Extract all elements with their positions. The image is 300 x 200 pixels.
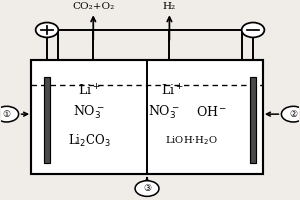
Text: LiOH·H$_2$O: LiOH·H$_2$O	[165, 134, 218, 147]
Circle shape	[135, 181, 159, 196]
Text: ②: ②	[289, 110, 297, 119]
Text: Li$_2$CO$_3$: Li$_2$CO$_3$	[68, 133, 110, 149]
Text: Li$^+$: Li$^+$	[77, 83, 100, 98]
Bar	[44, 77, 50, 163]
Text: H₂: H₂	[163, 2, 176, 11]
Text: Li$^+$: Li$^+$	[161, 83, 184, 98]
Circle shape	[36, 23, 58, 37]
Text: OH$^-$: OH$^-$	[196, 105, 227, 119]
Text: NO$_3^-$: NO$_3^-$	[148, 103, 179, 121]
Circle shape	[281, 106, 300, 122]
Bar	[31, 60, 263, 174]
Bar	[250, 77, 256, 163]
Circle shape	[242, 23, 264, 37]
Text: ③: ③	[143, 184, 151, 193]
Text: CO₂+O₂: CO₂+O₂	[72, 2, 114, 11]
Circle shape	[0, 106, 19, 122]
Text: NO$_3^-$: NO$_3^-$	[73, 103, 104, 121]
Text: ①: ①	[3, 110, 11, 119]
